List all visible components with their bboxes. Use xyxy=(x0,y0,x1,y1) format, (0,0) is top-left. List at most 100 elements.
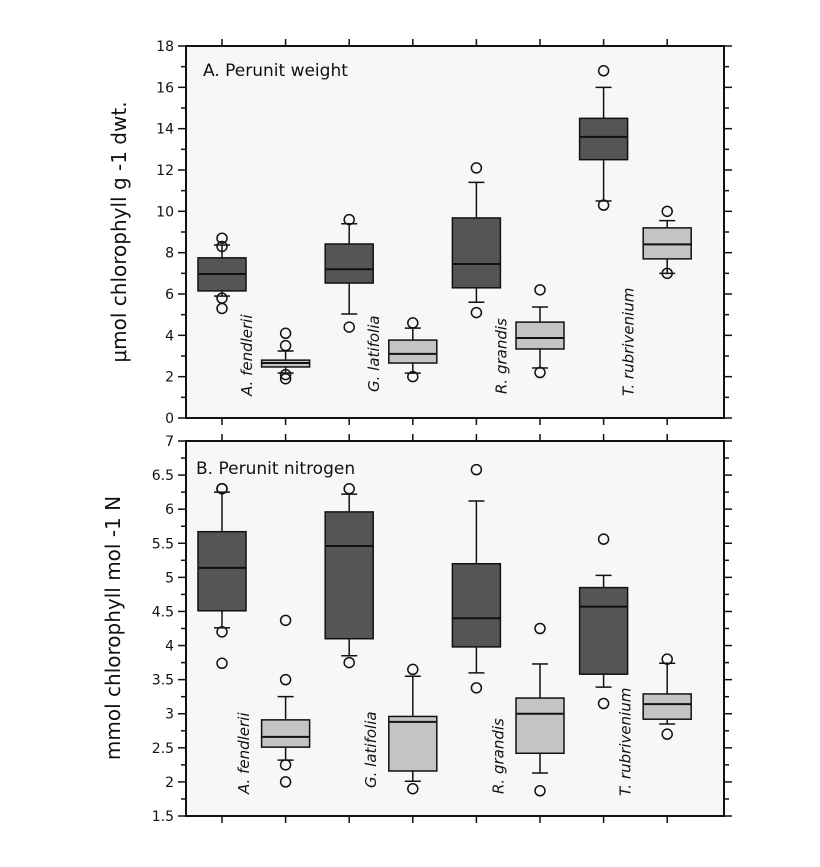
species-label: T. rubrivenium xyxy=(620,288,638,396)
outlier-point xyxy=(661,653,673,665)
box-iqr xyxy=(451,562,502,648)
y-tick-label: 16 xyxy=(156,80,174,96)
outlier-point xyxy=(216,482,228,495)
box-iqr xyxy=(388,339,438,364)
species-label: G. latifolia xyxy=(365,315,383,392)
box-t-rubrivenium-light xyxy=(642,205,692,280)
outlier-point xyxy=(661,728,673,740)
box-iqr xyxy=(642,227,692,260)
y-tick-label: 18 xyxy=(156,39,174,55)
box-iqr xyxy=(324,511,374,640)
outlier-point xyxy=(279,759,292,771)
box-iqr xyxy=(642,693,692,720)
box-iqr xyxy=(197,530,247,612)
outlier-point xyxy=(279,614,292,627)
outlier-point xyxy=(407,317,419,329)
outlier-point xyxy=(407,370,419,383)
outlier-point xyxy=(343,482,355,495)
box-iqr xyxy=(388,715,438,772)
box-t-rubrivenium-dark xyxy=(578,65,629,211)
box-t-rubrivenium-dark xyxy=(578,533,629,710)
y-tick-label: 2 xyxy=(165,370,174,386)
outlier-point xyxy=(534,785,546,797)
box-t-rubrivenium-light xyxy=(642,653,692,740)
outlier-point xyxy=(343,213,355,226)
box-r-grandis-light xyxy=(515,284,565,379)
y-tick-label: 5 xyxy=(165,570,174,586)
y-tick-label: 3 xyxy=(165,707,174,723)
box-a-fendlerii-light xyxy=(260,614,311,788)
box-iqr xyxy=(260,719,311,748)
box-a-fendlerii-dark xyxy=(197,482,247,670)
y-tick-label: 4.5 xyxy=(152,604,174,620)
outlier-point xyxy=(407,782,419,795)
outlier-point xyxy=(534,622,546,635)
y-tick-label: 5.5 xyxy=(152,536,174,552)
outlier-point xyxy=(597,697,610,710)
outlier-point xyxy=(343,656,355,669)
y-tick-label: 8 xyxy=(165,246,174,262)
species-label: A. fendlerii xyxy=(235,712,253,795)
outlier-point xyxy=(597,65,610,77)
y-tick-label: 6 xyxy=(165,502,174,518)
species-label: G. latifolia xyxy=(362,711,380,788)
box-iqr xyxy=(451,217,502,289)
y-tick-label: 1.5 xyxy=(152,809,174,825)
box-g-latifolia-dark xyxy=(324,213,374,333)
outlier-point xyxy=(534,284,546,296)
y-tick-label: 6 xyxy=(165,287,174,303)
box-r-grandis-dark xyxy=(451,463,502,694)
y-tick-label: 10 xyxy=(156,204,174,220)
y-tick-label: 4 xyxy=(165,328,174,344)
outlier-point xyxy=(534,366,546,379)
y-axis-label: mmol chlorophyll mol -1 N xyxy=(101,496,125,760)
outlier-point xyxy=(470,306,483,319)
box-iqr xyxy=(578,117,629,161)
box-iqr xyxy=(324,243,374,284)
outlier-point xyxy=(661,205,673,218)
species-label: T. rubrivenium xyxy=(617,688,635,796)
panel-title: A. Perunit weight xyxy=(203,61,348,81)
species-label: R. grandis xyxy=(492,318,510,394)
outlier-point xyxy=(470,682,483,694)
box-r-grandis-dark xyxy=(451,162,502,319)
outlier-point xyxy=(661,267,673,280)
outlier-point xyxy=(343,321,355,333)
outlier-point xyxy=(279,776,292,788)
box-r-grandis-light xyxy=(515,622,565,797)
outlier-point xyxy=(470,463,483,476)
box-iqr xyxy=(515,321,565,350)
panel-b: 1.5 2 2.5 3 3.5 4 4.5 5 5.5 6 6.5 7 B. Perunit nitro… xyxy=(101,434,732,825)
y-tick-label: 2.5 xyxy=(152,741,174,757)
box-g-latifolia-light xyxy=(388,663,438,795)
y-tick-label: 6.5 xyxy=(152,468,174,484)
outlier-point xyxy=(216,232,228,244)
outlier-point xyxy=(279,368,292,381)
outlier-point xyxy=(216,302,228,315)
y-axis-label: μmol chlorophyll g -1 dwt. xyxy=(107,101,131,362)
outlier-point xyxy=(279,327,292,340)
outlier-point xyxy=(407,663,419,676)
y-tick-label: 14 xyxy=(156,122,174,138)
panel-title: B. Perunit nitrogen xyxy=(196,459,355,479)
outlier-point xyxy=(216,240,228,253)
species-label: A. fendlerii xyxy=(238,314,256,397)
box-iqr xyxy=(515,697,565,755)
outlier-point xyxy=(279,339,292,352)
box-iqr xyxy=(578,586,629,675)
outlier-point xyxy=(279,673,292,686)
y-tick-label: 4 xyxy=(165,639,174,655)
box-a-fendlerii-light xyxy=(260,327,311,385)
panel-a: 0 2 4 6 8 10 12 14 16 18 A. Perunit weight μmol chl… xyxy=(107,39,732,427)
outlier-point xyxy=(216,657,228,670)
box-a-fendlerii-dark xyxy=(197,232,247,315)
box-g-latifolia-dark xyxy=(324,482,374,669)
species-label: R. grandis xyxy=(489,718,507,794)
outlier-point xyxy=(597,533,610,545)
outlier-point xyxy=(597,199,610,211)
outlier-point xyxy=(279,372,292,385)
y-tick-label: 0 xyxy=(165,411,174,427)
y-tick-label: 3.5 xyxy=(152,673,174,689)
y-tick-label: 12 xyxy=(156,163,174,179)
